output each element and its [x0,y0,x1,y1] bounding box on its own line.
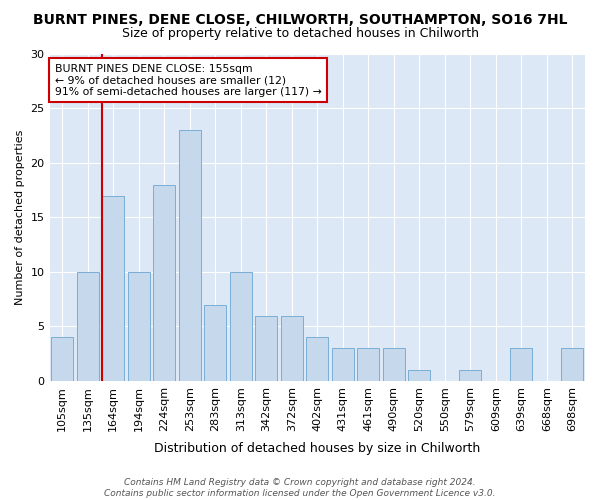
Bar [460,370,481,381]
Bar [358,348,379,381]
Bar [332,348,353,381]
Bar [52,338,73,381]
Bar [179,130,200,381]
Text: BURNT PINES DENE CLOSE: 155sqm
← 9% of detached houses are smaller (12)
91% of s: BURNT PINES DENE CLOSE: 155sqm ← 9% of d… [55,64,322,97]
Y-axis label: Number of detached properties: Number of detached properties [15,130,25,305]
Bar [409,370,430,381]
Bar [128,272,149,381]
Bar [383,348,404,381]
Text: Contains HM Land Registry data © Crown copyright and database right 2024.
Contai: Contains HM Land Registry data © Crown c… [104,478,496,498]
Bar [307,338,328,381]
Bar [256,316,277,381]
Bar [511,348,532,381]
Bar [281,316,302,381]
Bar [154,185,175,381]
Bar [103,196,124,381]
Bar [77,272,98,381]
Bar [205,304,226,381]
Text: BURNT PINES, DENE CLOSE, CHILWORTH, SOUTHAMPTON, SO16 7HL: BURNT PINES, DENE CLOSE, CHILWORTH, SOUT… [33,12,567,26]
Bar [562,348,583,381]
X-axis label: Distribution of detached houses by size in Chilworth: Distribution of detached houses by size … [154,442,481,455]
Text: Size of property relative to detached houses in Chilworth: Size of property relative to detached ho… [121,28,479,40]
Bar [230,272,251,381]
